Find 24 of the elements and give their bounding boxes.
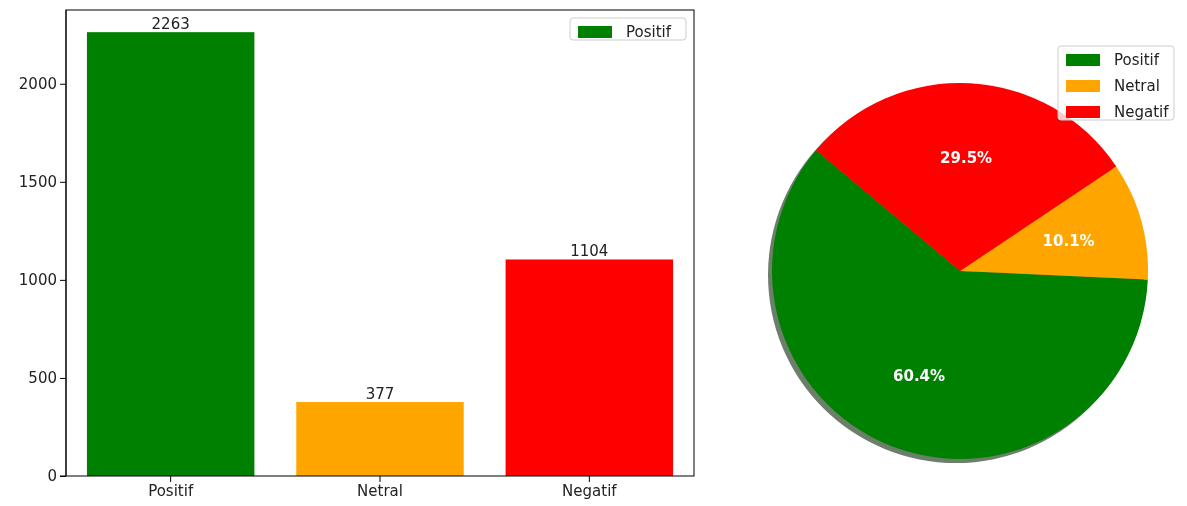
y-tick-label: 2000 <box>18 75 57 94</box>
pie-slice <box>772 150 1148 459</box>
y-tick-label: 1500 <box>18 173 57 192</box>
data-label: 2263 <box>151 15 190 34</box>
bar <box>296 402 464 476</box>
x-tick-label: Negatif <box>562 481 618 500</box>
data-label: 377 <box>365 385 395 404</box>
legend-label: Positif <box>1114 51 1160 69</box>
x-tick-label: Netral <box>357 481 403 500</box>
pie-slice <box>960 166 1148 280</box>
legend-label: Netral <box>1114 77 1160 95</box>
y-tick-label: 1000 <box>18 271 57 290</box>
bar <box>86 32 255 476</box>
y-tick-label: 500 <box>28 369 57 388</box>
data-label: 10.1% <box>1042 231 1095 250</box>
legend-label: Negatif <box>1114 103 1170 121</box>
pie-slice <box>815 83 1117 271</box>
data-label: 29.5% <box>940 149 993 168</box>
data-label: 60.4% <box>893 367 946 386</box>
bar <box>505 259 674 476</box>
x-tick-label: Positif <box>148 481 194 500</box>
data-label: 1104 <box>570 242 609 261</box>
legend-label: Positif <box>626 23 672 41</box>
y-tick-label: 0 <box>47 467 57 486</box>
